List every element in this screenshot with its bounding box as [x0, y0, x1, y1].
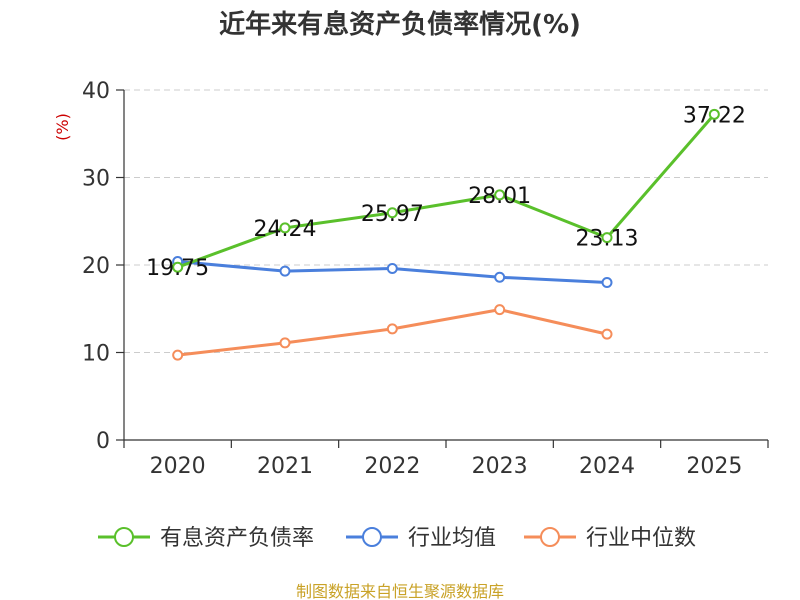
x-tick-label-2025: 2025 — [686, 454, 742, 479]
data-label-2022: 25.97 — [361, 202, 424, 227]
data-label-2025: 37.22 — [683, 103, 746, 128]
legend-item-1: 行业均值 — [346, 526, 496, 551]
data-label-2020: 19.75 — [146, 256, 209, 281]
y-axis-label: (%) — [53, 113, 72, 141]
legend-item-0: 有息资产负债率 — [98, 526, 314, 551]
x-tick-label-2021: 2021 — [257, 454, 313, 479]
series-0-point-2020 — [172, 261, 184, 273]
legend-label-2: 行业中位数 — [586, 526, 696, 551]
x-tick-label-2022: 2022 — [364, 454, 420, 479]
legend-item-2: 行业中位数 — [524, 526, 696, 551]
axes: 0 10 20 30 40 2020 2021 2022 2023 2024 2025 — [82, 79, 769, 479]
y-tick-label-20: 20 — [82, 254, 110, 279]
x-tick-label-2023: 2023 — [472, 454, 528, 479]
data-label-2023: 28.01 — [468, 184, 531, 209]
y-tick-label-10: 10 — [82, 342, 110, 367]
y-tick-label-40: 40 — [82, 79, 110, 104]
series-lines — [172, 108, 720, 361]
series-0-point-2025 — [708, 108, 720, 120]
series-0 — [172, 108, 720, 273]
x-tick-label-2024: 2024 — [579, 454, 635, 479]
series-0-point-2024 — [601, 232, 613, 244]
series-0-point-2021 — [279, 222, 291, 234]
chart-title: 近年来有息资产负债率情况(%) — [219, 9, 581, 40]
legend-marker-2 — [540, 527, 560, 547]
legend-label-0: 有息资产负债率 — [160, 526, 314, 551]
y-tick-label-30: 30 — [82, 167, 110, 192]
data-label-2021: 24.24 — [254, 217, 317, 242]
series-2-point-2021 — [279, 337, 291, 349]
series-line-0 — [177, 113, 716, 269]
legend-label-1: 行业均值 — [408, 526, 496, 551]
source-note: 制图数据来自恒生聚源数据库 — [296, 582, 504, 600]
series-2 — [172, 304, 613, 361]
series-0-point-2023 — [494, 189, 506, 201]
series-1-point-2024 — [601, 277, 613, 288]
series-1-point-2021 — [279, 265, 291, 277]
data-labels: 19.75 24.24 25.97 28.01 23.13 37.22 — [146, 103, 746, 281]
series-1 — [172, 256, 613, 288]
series-1-point-2023 — [494, 271, 506, 283]
legend: 有息资产负债率 行业均值 行业中位数 — [98, 526, 696, 551]
series-2-point-2024 — [601, 328, 613, 340]
series-0-point-2022 — [386, 207, 398, 219]
legend-marker-0 — [114, 527, 134, 547]
series-2-point-2020 — [172, 349, 184, 361]
series-2-point-2023 — [494, 304, 506, 316]
grid-lines — [124, 89, 768, 353]
x-tick-label-2020: 2020 — [150, 454, 206, 479]
legend-marker-1 — [362, 527, 382, 547]
y-tick-label-0: 0 — [96, 429, 110, 454]
series-2-point-2022 — [386, 323, 398, 335]
data-label-2024: 23.13 — [576, 227, 639, 252]
series-1-point-2022 — [386, 263, 398, 274]
